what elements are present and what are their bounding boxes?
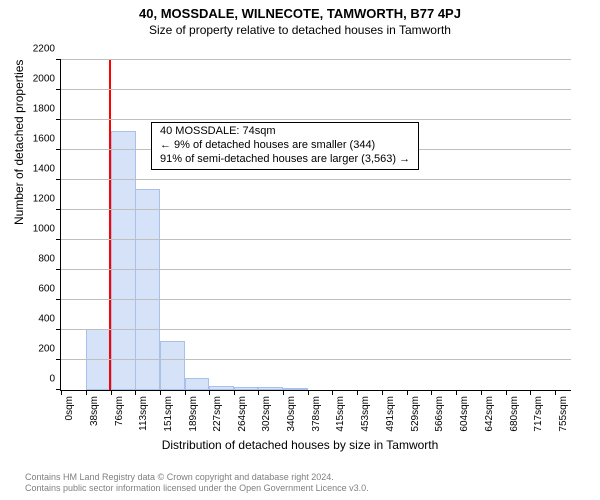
gridline	[61, 239, 571, 240]
gridline	[61, 119, 571, 120]
gridline	[61, 329, 571, 330]
bars-layer	[61, 60, 571, 390]
x-tick-label: 378sqm	[311, 396, 322, 432]
y-tick	[56, 59, 61, 60]
gridline	[61, 209, 571, 210]
title-sub: Size of property relative to detached ho…	[0, 21, 600, 37]
y-tick	[56, 329, 61, 330]
x-tick	[456, 390, 457, 395]
histogram-bar	[111, 131, 136, 391]
x-tick	[481, 390, 482, 395]
gridline	[61, 269, 571, 270]
y-tick	[56, 359, 61, 360]
y-tick-label: 400	[38, 314, 55, 325]
x-tick	[209, 390, 210, 395]
x-tick	[283, 390, 284, 395]
x-tick	[86, 390, 87, 395]
histogram-bar	[185, 378, 210, 390]
x-tick-label: 717sqm	[533, 396, 544, 432]
gridline	[61, 359, 571, 360]
x-tick	[258, 390, 259, 395]
histogram-bar	[258, 387, 283, 390]
x-tick	[555, 390, 556, 395]
x-tick	[234, 390, 235, 395]
x-tick-label: 680sqm	[509, 396, 520, 432]
y-tick-label: 0	[49, 374, 55, 385]
y-tick	[56, 269, 61, 270]
y-tick-label: 1200	[33, 194, 55, 205]
x-tick-label: 566sqm	[434, 396, 445, 432]
x-tick	[111, 390, 112, 395]
x-tick	[61, 390, 62, 395]
title-main: 40, MOSSDALE, WILNECOTE, TAMWORTH, B77 4…	[0, 0, 600, 21]
y-tick	[56, 179, 61, 180]
y-tick-label: 1400	[33, 164, 55, 175]
gridline	[61, 179, 571, 180]
x-tick-label: 529sqm	[410, 396, 421, 432]
y-tick	[56, 119, 61, 120]
x-tick-label: 38sqm	[89, 396, 100, 426]
info-box: 40 MOSSDALE: 74sqm ← 9% of detached hous…	[151, 122, 419, 170]
x-tick-label: 76sqm	[114, 396, 125, 426]
x-tick	[382, 390, 383, 395]
x-axis-label: Distribution of detached houses by size …	[0, 438, 600, 452]
x-tick	[431, 390, 432, 395]
y-tick-label: 600	[38, 284, 55, 295]
x-tick	[308, 390, 309, 395]
footer-line-1: Contains HM Land Registry data © Crown c…	[25, 472, 369, 483]
x-tick-label: 340sqm	[286, 396, 297, 432]
y-tick-label: 800	[38, 254, 55, 265]
y-axis-label: Number of detached properties	[12, 60, 26, 225]
gridline	[61, 89, 571, 90]
histogram-bar	[283, 388, 308, 390]
y-tick	[56, 299, 61, 300]
x-tick-label: 453sqm	[360, 396, 371, 432]
y-tick-label: 200	[38, 344, 55, 355]
chart-container: 40, MOSSDALE, WILNECOTE, TAMWORTH, B77 4…	[0, 0, 600, 500]
x-tick-label: 151sqm	[163, 396, 174, 432]
x-tick	[407, 390, 408, 395]
gridline	[61, 59, 571, 60]
y-tick-label: 2000	[33, 74, 55, 85]
histogram-bar	[160, 341, 185, 391]
x-tick-label: 264sqm	[237, 396, 248, 432]
x-tick	[160, 390, 161, 395]
x-tick-label: 302sqm	[261, 396, 272, 432]
footer: Contains HM Land Registry data © Crown c…	[25, 472, 369, 494]
info-line-3: 91% of semi-detached houses are larger (…	[160, 153, 410, 167]
x-tick-label: 0sqm	[64, 396, 75, 420]
plot-area: 40 MOSSDALE: 74sqm ← 9% of detached hous…	[60, 60, 571, 391]
info-line-1: 40 MOSSDALE: 74sqm	[160, 125, 410, 139]
x-tick	[530, 390, 531, 395]
footer-line-2: Contains public sector information licen…	[25, 483, 369, 494]
x-tick-label: 491sqm	[385, 396, 396, 432]
y-tick-label: 2200	[33, 44, 55, 55]
x-tick-label: 755sqm	[558, 396, 569, 432]
y-tick	[56, 89, 61, 90]
y-tick-label: 1800	[33, 104, 55, 115]
y-tick-label: 1000	[33, 224, 55, 235]
x-tick-label: 227sqm	[212, 396, 223, 432]
x-tick	[185, 390, 186, 395]
x-tick	[332, 390, 333, 395]
gridline	[61, 299, 571, 300]
x-tick	[357, 390, 358, 395]
x-tick-label: 113sqm	[138, 396, 149, 431]
x-tick-label: 415sqm	[335, 396, 346, 432]
y-tick	[56, 149, 61, 150]
y-tick	[56, 209, 61, 210]
x-tick	[506, 390, 507, 395]
y-tick-label: 1600	[33, 134, 55, 145]
marker-line	[109, 60, 111, 390]
info-line-2: ← 9% of detached houses are smaller (344…	[160, 139, 410, 153]
histogram-bar	[209, 386, 234, 391]
x-tick-label: 604sqm	[459, 396, 470, 432]
x-tick-label: 642sqm	[484, 396, 495, 432]
y-tick	[56, 239, 61, 240]
x-tick-label: 189sqm	[188, 396, 199, 432]
histogram-bar	[234, 387, 259, 390]
x-tick	[135, 390, 136, 395]
